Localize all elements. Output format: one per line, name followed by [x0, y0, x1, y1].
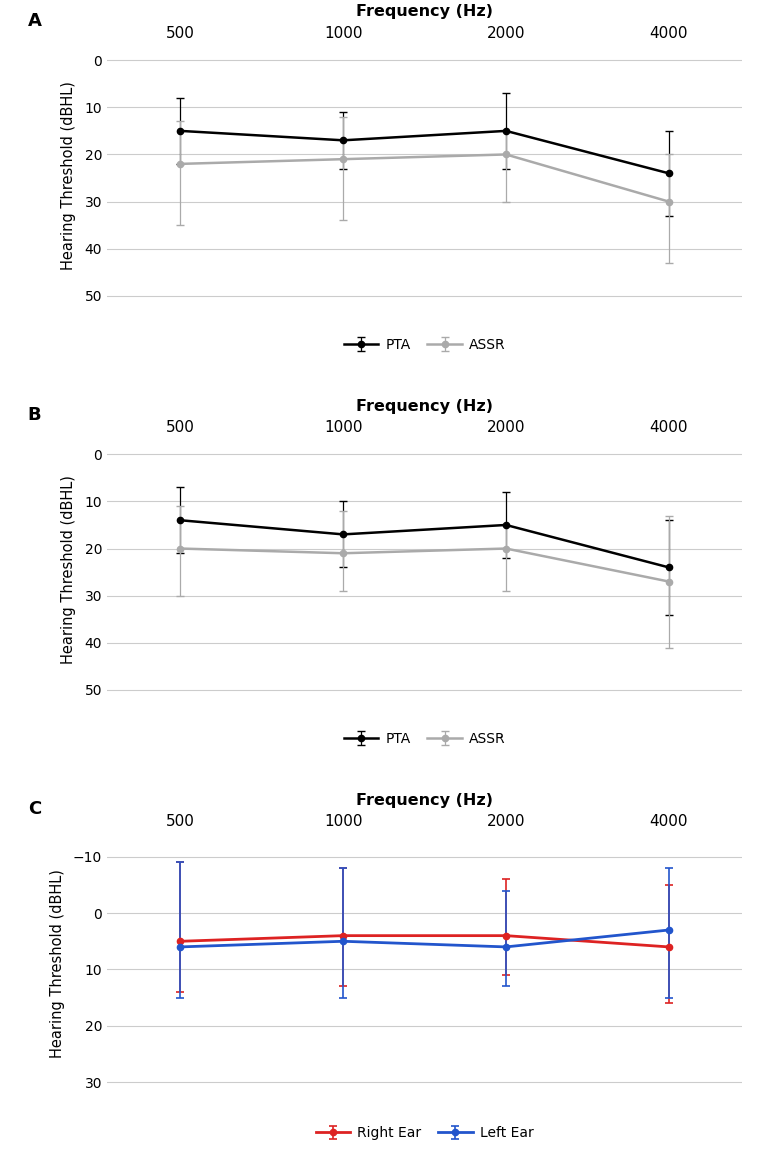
Legend: Right Ear, Left Ear: Right Ear, Left Ear [316, 1127, 533, 1141]
Y-axis label: Hearing Threshold (dBHL): Hearing Threshold (dBHL) [50, 869, 65, 1058]
Text: C: C [28, 800, 41, 818]
Y-axis label: Hearing Threshold (dBHL): Hearing Threshold (dBHL) [61, 475, 76, 664]
X-axis label: Frequency (Hz): Frequency (Hz) [356, 793, 493, 808]
Legend: PTA, ASSR: PTA, ASSR [343, 732, 506, 746]
Y-axis label: Hearing Threshold (dBHL): Hearing Threshold (dBHL) [61, 82, 76, 270]
Legend: PTA, ASSR: PTA, ASSR [343, 338, 506, 352]
Text: B: B [28, 406, 41, 425]
Text: A: A [28, 13, 41, 30]
X-axis label: Frequency (Hz): Frequency (Hz) [356, 5, 493, 20]
X-axis label: Frequency (Hz): Frequency (Hz) [356, 398, 493, 413]
